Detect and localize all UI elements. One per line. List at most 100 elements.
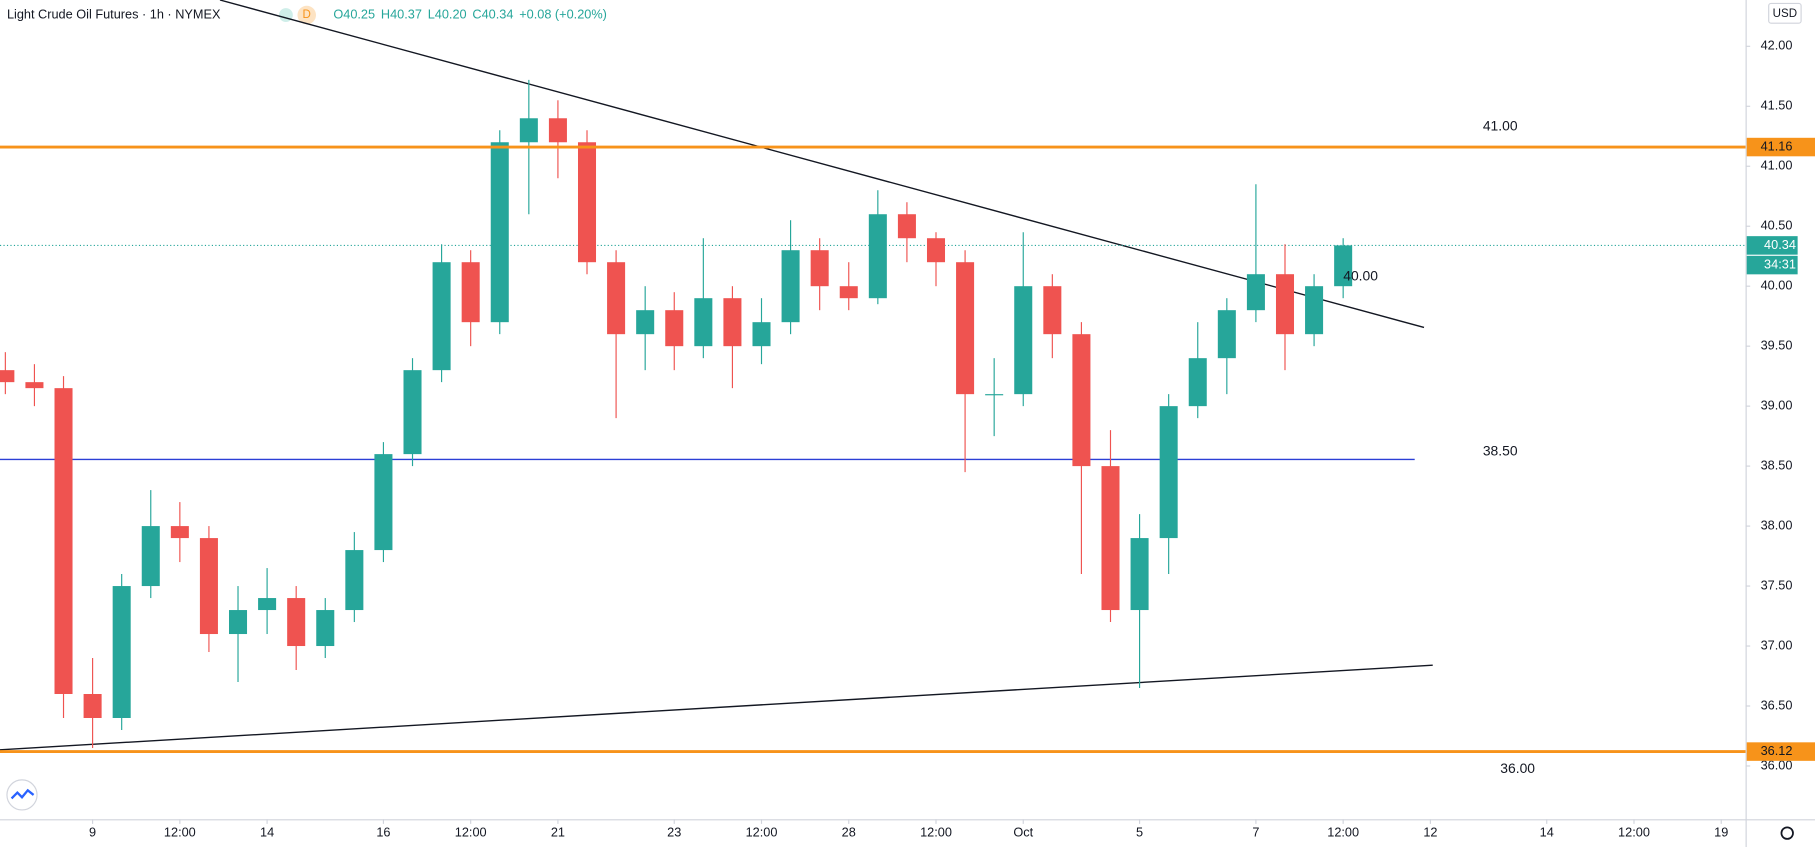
y-tick-label: 40.00 xyxy=(1761,278,1793,293)
candle-body xyxy=(1043,286,1062,335)
candle-body xyxy=(897,214,916,239)
candle-body xyxy=(1072,334,1091,467)
countdown: 34:31 xyxy=(1764,256,1796,271)
candle-body xyxy=(1159,406,1178,539)
candle-body xyxy=(25,382,44,389)
countdown-box xyxy=(1746,255,1798,275)
settings-icon[interactable] xyxy=(1780,826,1794,840)
candle-body xyxy=(752,322,771,347)
trendline xyxy=(0,664,1433,751)
x-tick-label: 12:00 xyxy=(1327,824,1359,839)
candle-body xyxy=(1246,274,1265,311)
currency: USD xyxy=(1773,8,1797,20)
candle-body xyxy=(258,598,277,611)
x-tick-label: 12:00 xyxy=(920,824,952,839)
x-tick-label: 5 xyxy=(1136,824,1143,839)
candle-body xyxy=(287,598,306,647)
x-tick-label: 28 xyxy=(842,824,856,839)
y-tick-label: 36.50 xyxy=(1761,697,1793,712)
candle-body xyxy=(956,262,975,395)
symbol-title: Light Crude Oil Futures · 1h · NYMEX xyxy=(7,6,221,21)
ohlc-value: L40.20 xyxy=(428,6,467,21)
candle-body xyxy=(577,142,597,263)
candle-body xyxy=(548,118,567,143)
candle-body xyxy=(141,526,160,587)
candle-body xyxy=(374,454,393,551)
candle-body xyxy=(170,526,189,539)
candle-body xyxy=(1275,274,1295,335)
last-price-box xyxy=(1746,236,1798,255)
candle-body xyxy=(83,694,102,718)
x-tick-label: 12:00 xyxy=(1618,824,1650,839)
y-tick-label: 40.50 xyxy=(1761,218,1793,233)
candle-body xyxy=(403,370,422,455)
x-tick-label: 14 xyxy=(1540,824,1554,839)
x-tick-label: 12 xyxy=(1423,824,1437,839)
y-tick-label: 38.00 xyxy=(1761,517,1793,532)
candle-body xyxy=(519,118,538,143)
price-label: 41.16 xyxy=(1761,138,1793,153)
y-tick-label: 38.50 xyxy=(1761,457,1793,472)
x-tick-label: 23 xyxy=(667,824,681,839)
candle-body xyxy=(461,262,480,323)
candle-body xyxy=(1130,538,1149,611)
candle-body xyxy=(1305,286,1324,335)
candle-body xyxy=(316,610,335,647)
candle-body xyxy=(810,250,829,287)
candle-body xyxy=(199,538,218,635)
badge xyxy=(297,5,317,25)
x-tick-label: 16 xyxy=(376,824,390,839)
candle-body xyxy=(54,388,73,695)
x-tick-label: Oct xyxy=(1013,824,1033,839)
candle-body xyxy=(723,298,742,347)
ohlc-value: C40.34 xyxy=(472,6,513,21)
price-label: 36.12 xyxy=(1761,743,1793,758)
x-tick-label: 7 xyxy=(1252,824,1259,839)
candle-body xyxy=(636,310,655,335)
y-tick-label: 37.50 xyxy=(1761,577,1793,592)
candle-body xyxy=(1014,286,1033,395)
badge-label: D xyxy=(303,9,311,21)
y-tick-label: 39.00 xyxy=(1761,397,1793,412)
candle-body xyxy=(0,370,15,383)
x-tick-label: 19 xyxy=(1714,824,1728,839)
trendline xyxy=(219,0,1425,329)
candle-body xyxy=(1101,466,1120,611)
y-tick-label: 41.00 xyxy=(1761,158,1793,173)
y-tick-label: 41.50 xyxy=(1761,98,1793,113)
candle-body xyxy=(607,262,626,335)
candle-body xyxy=(1188,358,1207,407)
candle-body xyxy=(490,142,509,323)
last-price: 40.34 xyxy=(1764,237,1796,252)
x-tick-label: 21 xyxy=(551,824,565,839)
candle-body xyxy=(432,262,451,371)
price-label-box xyxy=(1746,137,1815,157)
candle-body xyxy=(985,394,1004,396)
ohlc-value: H40.37 xyxy=(381,6,422,21)
ohlc-value: O40.25 xyxy=(333,6,375,21)
ohlc-value: +0.08 (+0.20%) xyxy=(519,6,607,21)
candle-body xyxy=(839,286,858,299)
candle-body xyxy=(926,238,946,263)
candle-body xyxy=(665,310,684,347)
candle-body xyxy=(112,586,131,718)
x-tick-label: 12:00 xyxy=(455,824,487,839)
annotation: 40.00 xyxy=(1343,267,1378,283)
ohlc-legend: O40.25 H40.37 L40.20 C40.34 +0.08 (+0.20%) xyxy=(333,6,607,21)
candle-body xyxy=(345,550,364,611)
currency-box xyxy=(1768,2,1802,24)
annotation: 38.50 xyxy=(1483,442,1518,458)
logo-icon xyxy=(10,788,35,800)
candle-body xyxy=(228,610,248,635)
candle-body xyxy=(1334,245,1353,287)
x-tick-label: 12:00 xyxy=(164,824,196,839)
candle-body xyxy=(868,214,887,299)
x-tick-label: 14 xyxy=(260,824,274,839)
annotation: 41.00 xyxy=(1483,117,1518,133)
price-label-box xyxy=(1746,742,1815,761)
y-tick-label: 37.00 xyxy=(1761,637,1793,652)
y-tick-label: 39.50 xyxy=(1761,338,1793,353)
candle-body xyxy=(694,298,713,347)
logo[interactable] xyxy=(6,779,38,811)
candle-body xyxy=(1217,310,1236,359)
